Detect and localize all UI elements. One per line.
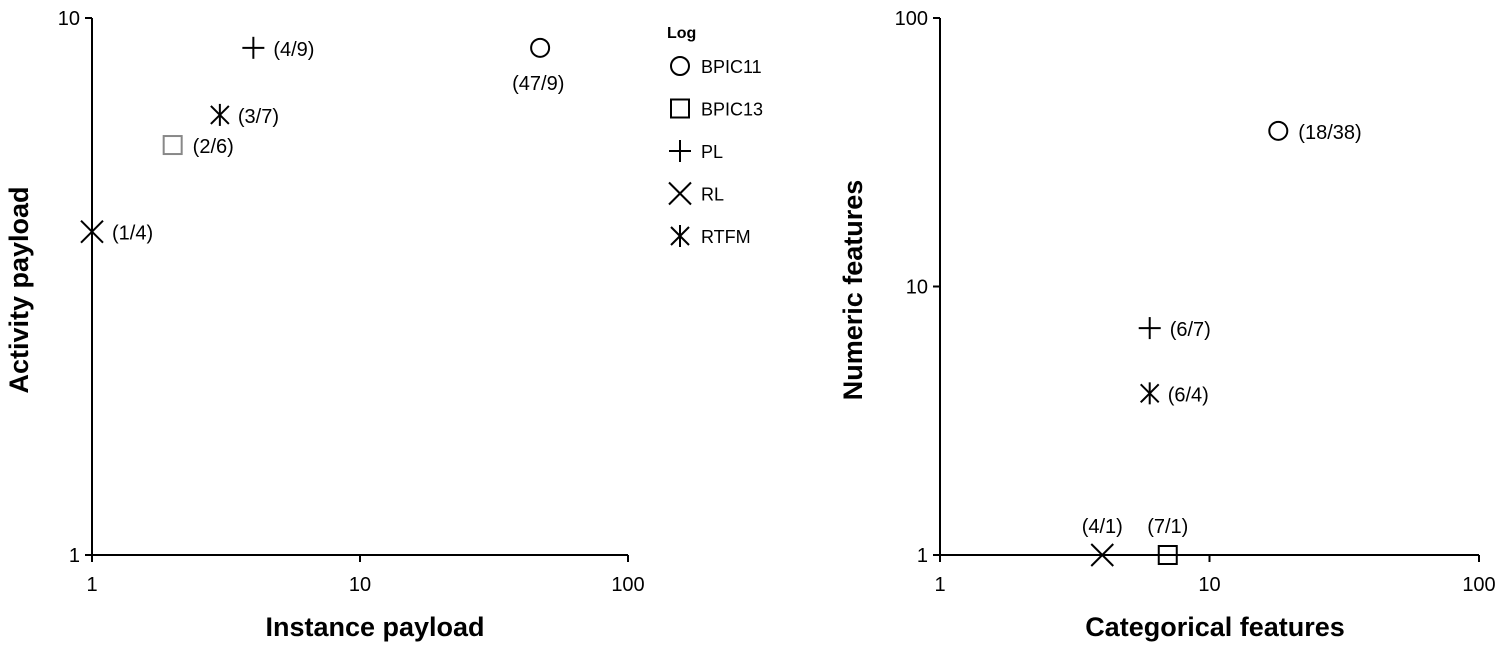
x-tick-label: 100 bbox=[611, 574, 644, 596]
x-tick-label: 1 bbox=[86, 574, 97, 596]
data-label-bpic13: (7/1) bbox=[1147, 516, 1188, 538]
y-tick-label: 100 bbox=[895, 8, 928, 30]
legend-item-rtfm: RTFM bbox=[670, 225, 751, 247]
data-label-rtfm: (6/4) bbox=[1168, 384, 1209, 406]
data-label-bpic13: (2/6) bbox=[193, 136, 234, 158]
y-tick-label: 1 bbox=[917, 545, 928, 567]
data-point-rtfm bbox=[1140, 382, 1160, 405]
data-label-pl: (4/9) bbox=[273, 39, 314, 61]
legend-item-bpic13: BPIC13 bbox=[670, 98, 763, 120]
y-tick-label: 10 bbox=[58, 8, 80, 30]
legend: Log BPIC11 BPIC13 PL RL RTFM bbox=[667, 25, 763, 247]
data-point-bpic11 bbox=[530, 37, 551, 58]
legend-marker-circle-icon bbox=[670, 56, 690, 76]
x-axis-title: Instance payload bbox=[265, 612, 484, 642]
legend-item-bpic11: BPIC11 bbox=[670, 56, 762, 77]
legend-marker-plus-icon bbox=[669, 140, 691, 162]
legend-marker-x-icon bbox=[668, 181, 692, 206]
legend-label: BPIC13 bbox=[701, 100, 763, 120]
x-tick-label: 10 bbox=[349, 574, 371, 596]
legend-item-pl: PL bbox=[669, 140, 723, 162]
legend-item-rl: RL bbox=[668, 181, 724, 206]
data-point-bpic13 bbox=[162, 135, 183, 156]
legend-label: RTFM bbox=[701, 227, 751, 247]
legend-marker-asterisk-icon bbox=[670, 225, 690, 247]
data-point-bpic11 bbox=[1268, 120, 1289, 141]
legend-label: BPIC11 bbox=[701, 57, 762, 77]
x-tick-label: 100 bbox=[1462, 574, 1495, 596]
legend-marker-square-icon bbox=[670, 98, 690, 119]
data-label-rtfm: (3/7) bbox=[238, 106, 279, 128]
x-axis-title: Categorical features bbox=[1085, 612, 1345, 642]
x-tick-label: 10 bbox=[1198, 574, 1220, 596]
legend-title: Log bbox=[667, 25, 696, 42]
data-point-rl bbox=[80, 219, 104, 244]
legend-label: RL bbox=[701, 185, 724, 205]
data-point-rl bbox=[1090, 543, 1114, 567]
scatter-chart-features: 1 10 100 1 10 100 Categorical features Numeric … bbox=[838, 8, 1496, 642]
legend-label: PL bbox=[701, 142, 723, 162]
data-point-rtfm bbox=[210, 103, 230, 126]
data-label-bpic11: (18/38) bbox=[1298, 122, 1361, 144]
y-tick-label: 1 bbox=[69, 545, 80, 567]
y-axis-title: Numeric features bbox=[838, 180, 868, 401]
data-point-pl bbox=[242, 36, 265, 59]
data-label-bpic11: (47/9) bbox=[512, 73, 564, 95]
data-label-pl: (6/7) bbox=[1170, 319, 1211, 341]
data-label-rl: (4/1) bbox=[1082, 516, 1123, 538]
data-point-bpic13 bbox=[1157, 545, 1178, 565]
x-tick-label: 1 bbox=[934, 574, 945, 596]
y-tick-label: 10 bbox=[906, 277, 928, 299]
scatter-chart-payload: 1 10 100 1 10 Instance payload Activity payloa… bbox=[4, 8, 645, 642]
data-label-rl: (1/4) bbox=[112, 223, 153, 245]
data-point-pl bbox=[1138, 317, 1161, 340]
y-axis-title: Activity payload bbox=[4, 186, 34, 393]
